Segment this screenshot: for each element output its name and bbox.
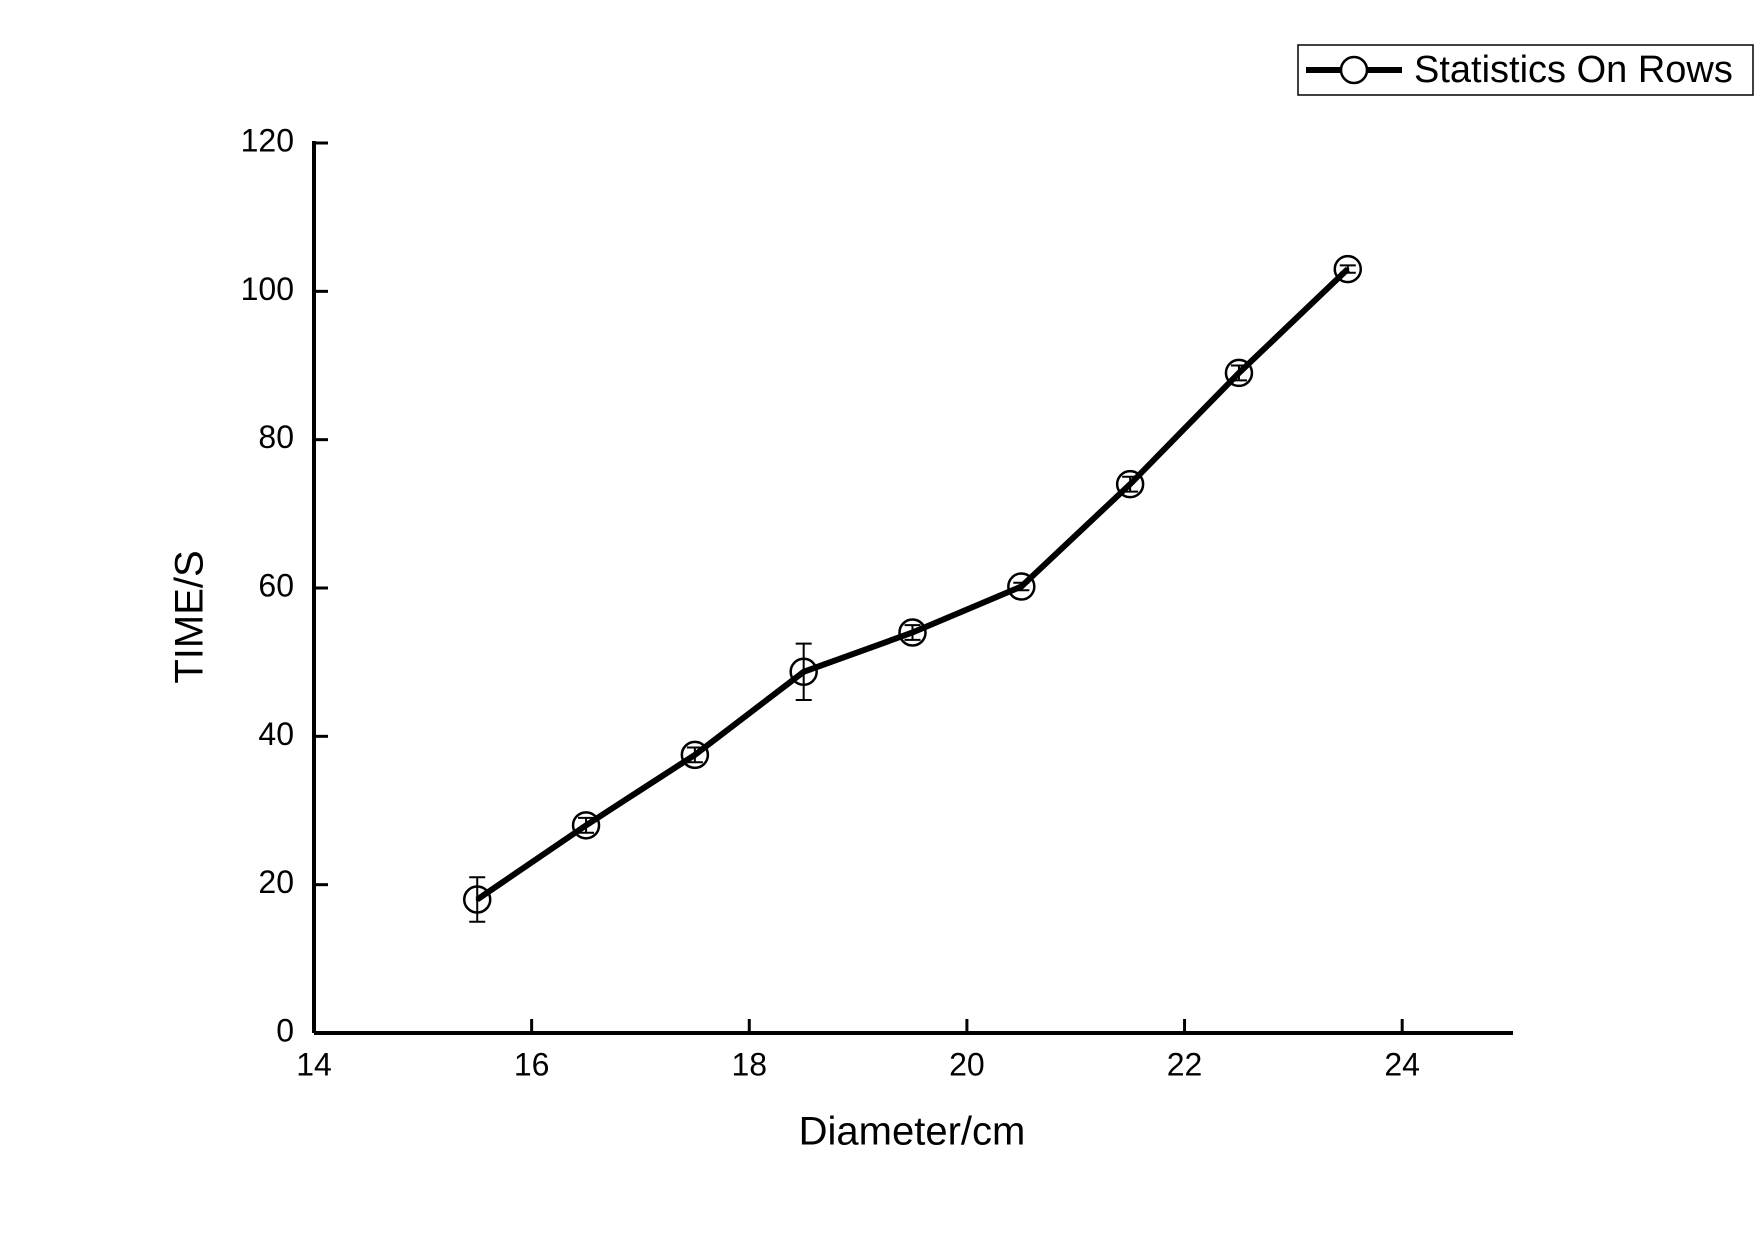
point-dot <box>802 670 806 674</box>
point-dot <box>911 631 914 634</box>
y-tick-label: 120 <box>241 122 294 158</box>
legend-label: Statistics On Rows <box>1414 49 1733 91</box>
x-tick-label: 16 <box>514 1046 550 1082</box>
data-point <box>789 657 818 687</box>
data-point <box>1115 469 1145 499</box>
point-dot <box>1237 371 1241 375</box>
data-point <box>1333 254 1363 284</box>
y-axis-label: TIME/S <box>168 550 212 683</box>
y-tick-label: 0 <box>276 1012 294 1048</box>
data-point <box>571 811 601 840</box>
data-point <box>898 618 927 647</box>
y-tick-label: 20 <box>258 864 294 900</box>
point-dot <box>1019 585 1023 589</box>
x-tick-label: 20 <box>949 1046 985 1082</box>
point-dot <box>1346 267 1350 271</box>
x-tick-label: 14 <box>296 1046 332 1082</box>
x-axis-label: Diameter/cm <box>799 1110 1026 1154</box>
x-tick-label: 18 <box>731 1046 767 1082</box>
x-tick-label: 24 <box>1384 1046 1420 1082</box>
data-point <box>680 740 710 770</box>
legend-marker <box>1339 55 1369 85</box>
data-point <box>1224 358 1254 388</box>
y-tick-label: 80 <box>258 419 294 455</box>
point-dot <box>693 753 697 757</box>
data-point <box>462 885 492 914</box>
point-dot <box>584 823 588 827</box>
x-tick-label: 22 <box>1167 1046 1203 1082</box>
y-tick-label: 60 <box>258 567 294 603</box>
data-point <box>1007 572 1036 601</box>
y-tick-label: 100 <box>241 271 294 307</box>
data-line <box>475 266 1350 902</box>
point-dot <box>475 898 479 901</box>
point-dot <box>1128 482 1132 486</box>
y-tick-label: 40 <box>258 716 294 752</box>
